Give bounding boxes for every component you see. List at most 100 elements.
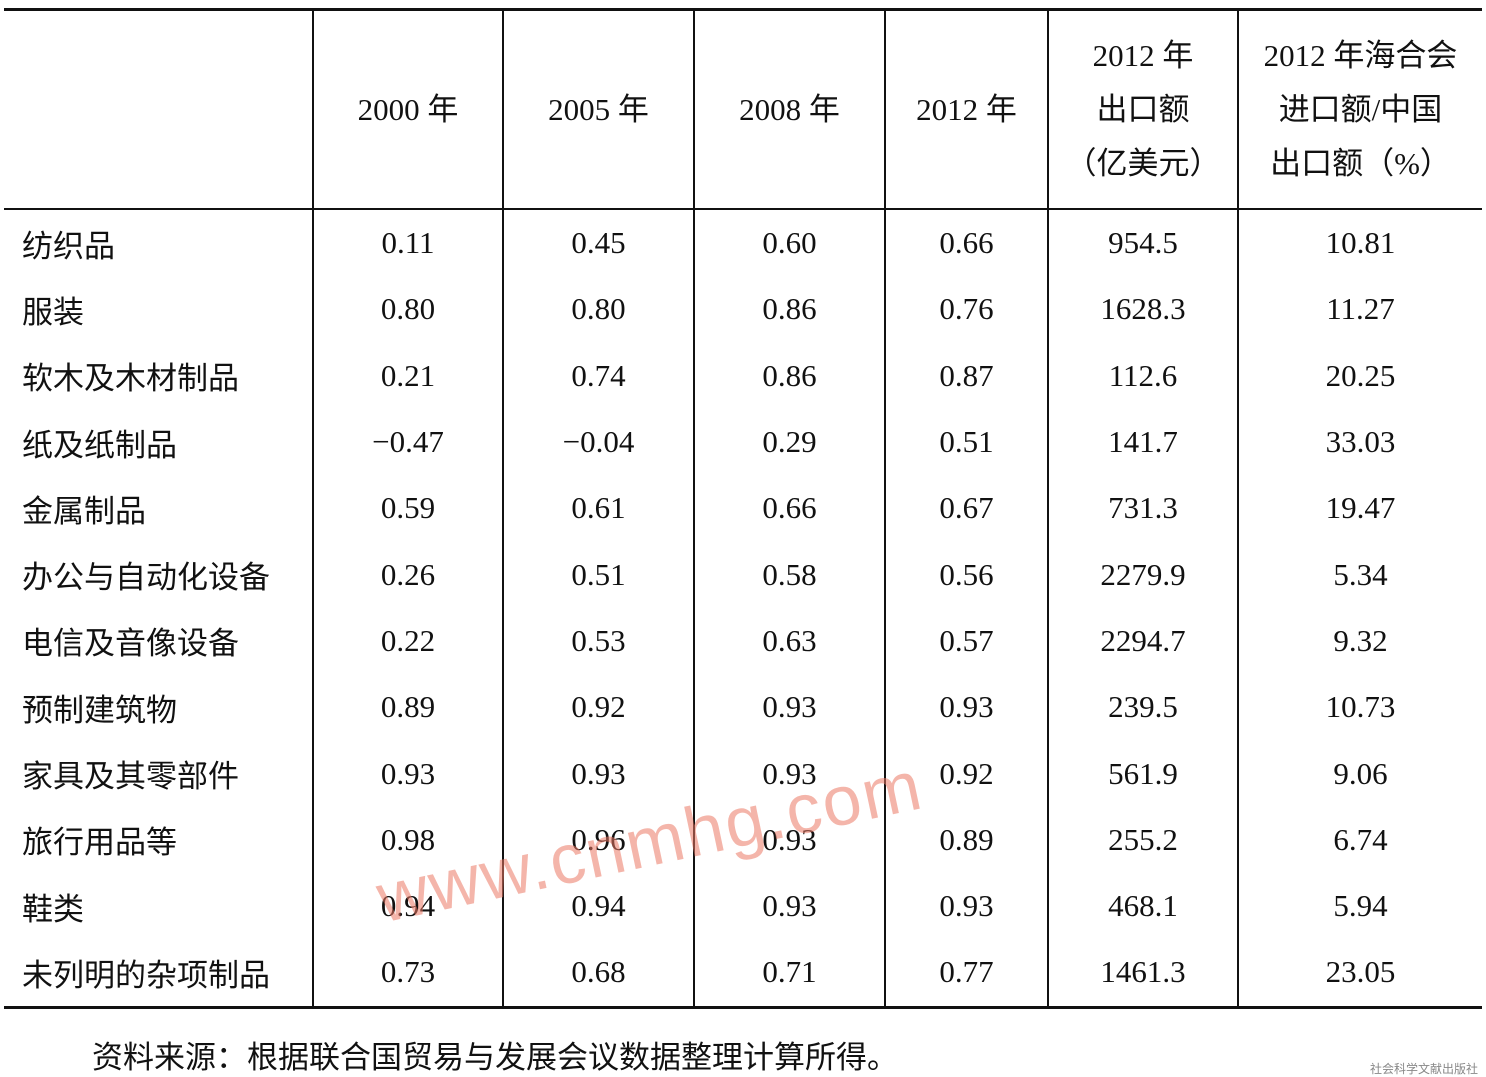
value-cell: 0.56 xyxy=(884,541,1048,608)
value-cell: 20.25 xyxy=(1237,342,1482,409)
table-row: 金属制品 0.59 0.61 0.66 0.67 731.3 19.47 xyxy=(4,475,1482,542)
value-cell: 0.26 xyxy=(312,541,503,608)
value-cell: 0.86 xyxy=(693,276,885,343)
value-cell: 0.66 xyxy=(884,209,1048,277)
row-label: 纺织品 xyxy=(22,228,115,264)
value-cell: 0.51 xyxy=(884,408,1048,476)
value-cell: 0.66 xyxy=(693,475,885,542)
value-cell: 9.32 xyxy=(1237,607,1482,675)
header-cell: 2005 年 xyxy=(502,9,694,210)
value-cell: 2294.7 xyxy=(1047,607,1238,675)
table-row: 电信及音像设备 0.22 0.53 0.63 0.57 2294.7 9.32 xyxy=(4,607,1482,675)
table-row: 未列明的杂项制品 0.73 0.68 0.71 0.77 1461.3 23.05 xyxy=(4,939,1482,1008)
table-row: 服装 0.80 0.80 0.86 0.76 1628.3 11.27 xyxy=(4,276,1482,343)
value-cell: 0.94 xyxy=(502,872,694,940)
header-cell: 2012 年海合会 进口额/中国 出口额（%） xyxy=(1237,9,1482,210)
value-cell: −0.47 xyxy=(312,408,503,476)
value-cell: 9.06 xyxy=(1237,740,1482,807)
value-cell: 468.1 xyxy=(1047,872,1238,940)
value-cell: 0.93 xyxy=(502,740,694,807)
value-cell: 239.5 xyxy=(1047,674,1238,741)
data-table: 2000 年 2005 年 2008 年 2012 年 2012 年出口额 （亿美元） 20… xyxy=(4,8,1482,1009)
value-cell: 0.89 xyxy=(312,674,503,741)
value-cell: 0.93 xyxy=(312,740,503,807)
value-cell: 10.81 xyxy=(1237,209,1482,277)
value-cell: 0.61 xyxy=(502,475,694,542)
value-cell: 2279.9 xyxy=(1047,541,1238,608)
value-cell: 0.67 xyxy=(884,475,1048,542)
value-cell: 0.76 xyxy=(884,276,1048,343)
value-cell: 0.87 xyxy=(884,342,1048,409)
value-cell: 0.59 xyxy=(312,475,503,542)
header-cell: 2000 年 xyxy=(312,9,503,210)
value-cell: 0.68 xyxy=(502,939,694,1008)
value-cell: 19.47 xyxy=(1237,475,1482,542)
value-cell: 0.77 xyxy=(884,939,1048,1008)
value-cell: 731.3 xyxy=(1047,475,1238,542)
row-label: 鞋类 xyxy=(22,891,84,927)
publisher-mark: 社会科学文献出版社 xyxy=(1369,1062,1478,1076)
value-cell: 33.03 xyxy=(1237,408,1482,476)
value-cell: 0.74 xyxy=(502,342,694,409)
header-line: 出口额 xyxy=(1096,91,1190,127)
value-cell: 0.92 xyxy=(502,674,694,741)
row-label: 软木及木材制品 xyxy=(22,361,239,397)
value-cell: 0.93 xyxy=(693,872,885,940)
value-cell: 6.74 xyxy=(1237,806,1482,873)
value-cell: 0.51 xyxy=(502,541,694,608)
value-cell: 1628.3 xyxy=(1047,276,1238,343)
value-cell: 561.9 xyxy=(1047,740,1238,807)
value-cell: 0.53 xyxy=(502,607,694,675)
header-line: 出口额（%） xyxy=(1270,145,1451,181)
value-cell: 0.86 xyxy=(693,342,885,409)
header-cell: 2012 年出口额 （亿美元） xyxy=(1047,9,1238,210)
value-cell: 0.80 xyxy=(502,276,694,343)
value-cell: 0.22 xyxy=(312,607,503,675)
header-line: 进口额/中国 xyxy=(1278,91,1443,127)
value-cell: 112.6 xyxy=(1047,342,1238,409)
value-cell: 5.34 xyxy=(1237,541,1482,608)
header-cell: 2012 年 xyxy=(884,9,1048,210)
table-row: 纺织品 0.11 0.45 0.60 0.66 954.5 10.81 xyxy=(4,209,1482,277)
table-row: 家具及其零部件 0.93 0.93 0.93 0.92 561.9 9.06 xyxy=(4,740,1482,807)
value-cell: 0.80 xyxy=(312,276,503,343)
value-cell: 0.71 xyxy=(693,939,885,1008)
value-cell: −0.04 xyxy=(502,408,694,476)
value-cell: 0.29 xyxy=(693,408,885,476)
value-cell: 0.93 xyxy=(693,806,885,873)
source-note: 资料来源：根据联合国贸易与发展会议数据整理计算所得。 xyxy=(92,1040,898,1075)
value-cell: 23.05 xyxy=(1237,939,1482,1008)
row-label: 金属制品 xyxy=(22,493,146,529)
value-cell: 0.93 xyxy=(884,674,1048,741)
value-cell: 0.96 xyxy=(502,806,694,873)
header-line: 2008 年 xyxy=(739,91,840,127)
value-cell: 5.94 xyxy=(1237,872,1482,940)
header-line: （亿美元） xyxy=(1065,145,1221,181)
value-cell: 0.57 xyxy=(884,607,1048,675)
value-cell: 0.89 xyxy=(884,806,1048,873)
table-row: 软木及木材制品 0.21 0.74 0.86 0.87 112.6 20.25 xyxy=(4,342,1482,409)
header-row: 2000 年 2005 年 2008 年 2012 年 2012 年出口额 （亿美元） 20… xyxy=(4,9,1482,210)
value-cell: 1461.3 xyxy=(1047,939,1238,1008)
row-label: 纸及纸制品 xyxy=(22,427,177,463)
value-cell: 0.93 xyxy=(884,872,1048,940)
value-cell: 0.94 xyxy=(312,872,503,940)
value-cell: 141.7 xyxy=(1047,408,1238,476)
table-row: 纸及纸制品 −0.47 −0.04 0.29 0.51 141.7 33.03 xyxy=(4,408,1482,476)
table-row: 旅行用品等 0.98 0.96 0.93 0.89 255.2 6.74 xyxy=(4,806,1482,873)
value-cell: 0.73 xyxy=(312,939,503,1008)
value-cell: 0.60 xyxy=(693,209,885,277)
header-line: 2012 年 xyxy=(1092,37,1194,73)
header-line: 2000 年 xyxy=(357,91,459,127)
value-cell: 0.45 xyxy=(502,209,694,277)
header-line: 2012 年 xyxy=(916,91,1017,127)
value-cell: 0.93 xyxy=(693,740,885,807)
row-label: 旅行用品等 xyxy=(22,825,177,861)
value-cell: 0.21 xyxy=(312,342,503,409)
table-row: 办公与自动化设备 0.26 0.51 0.58 0.56 2279.9 5.34 xyxy=(4,541,1482,608)
value-cell: 10.73 xyxy=(1237,674,1482,741)
row-label: 办公与自动化设备 xyxy=(22,560,270,596)
value-cell: 11.27 xyxy=(1237,276,1482,343)
header-cell: 2008 年 xyxy=(693,9,885,210)
